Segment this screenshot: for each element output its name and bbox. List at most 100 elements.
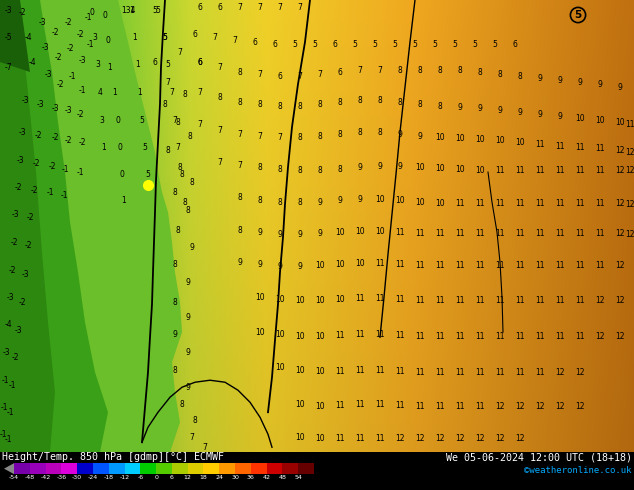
Text: 10: 10 [275,330,285,339]
Text: 8: 8 [418,99,422,109]
Text: 12: 12 [615,229,624,238]
Text: 7: 7 [257,70,262,78]
Text: -3: -3 [36,99,44,109]
Text: 12: 12 [535,402,545,411]
Text: 5: 5 [313,40,318,49]
Text: 8: 8 [437,66,443,74]
Text: 8: 8 [458,66,462,74]
Text: 6: 6 [273,40,278,49]
Text: 11: 11 [455,261,465,270]
Text: 24: 24 [216,475,223,480]
Text: 7: 7 [217,125,223,135]
Text: 10: 10 [595,116,605,124]
Text: -1: -1 [8,381,16,390]
Text: 11: 11 [375,330,385,339]
Text: 8: 8 [418,66,422,74]
Text: 7: 7 [278,2,282,11]
Text: 6: 6 [198,57,202,67]
Text: 11: 11 [535,229,545,238]
Text: 7: 7 [378,66,382,74]
Text: 8: 8 [358,127,363,137]
Text: 11: 11 [555,295,565,305]
Text: 11: 11 [476,332,485,341]
Text: 11: 11 [495,332,505,341]
Text: 5: 5 [574,10,581,20]
Text: 10: 10 [575,114,585,122]
Text: 8: 8 [183,197,188,207]
Text: 3: 3 [96,60,100,69]
Text: 5: 5 [472,40,477,49]
Text: 11: 11 [515,198,525,208]
Text: 11: 11 [476,402,485,411]
Text: -2: -2 [48,162,56,171]
Text: 9: 9 [557,75,562,85]
Text: -4: -4 [24,32,32,42]
Bar [172,463,188,474]
Text: 5: 5 [162,32,167,42]
Text: 1: 1 [113,88,117,97]
Bar [61,463,77,474]
Bar [77,463,93,474]
Text: 11: 11 [375,366,385,375]
Text: 11: 11 [495,166,505,174]
Text: 11: 11 [335,331,345,340]
Text: 5: 5 [165,60,171,69]
Text: 8: 8 [238,98,242,106]
Text: -1: -1 [78,86,86,95]
Text: 8: 8 [172,366,178,375]
Text: 54: 54 [294,475,302,480]
Text: 6: 6 [337,68,342,76]
Text: 10: 10 [256,293,265,302]
Text: 0: 0 [120,170,124,178]
Text: 11: 11 [476,229,485,238]
Text: 12: 12 [625,199,634,209]
Text: 7: 7 [233,35,238,45]
Text: 7: 7 [297,2,302,11]
Text: 12: 12 [625,147,634,157]
Bar [124,463,140,474]
Text: 11: 11 [436,402,444,411]
Text: 10: 10 [375,195,385,204]
Text: -2: -2 [51,27,59,37]
Text: 7: 7 [169,88,174,97]
Text: 11: 11 [375,294,385,303]
Text: 11: 11 [515,166,525,174]
Bar [251,463,267,474]
Text: 5: 5 [353,40,358,49]
Text: -1: -1 [0,430,7,439]
Text: 10: 10 [435,133,445,142]
Text: 1: 1 [129,5,134,15]
Text: -2: -2 [64,136,72,145]
Text: -42: -42 [41,475,51,480]
Text: 11: 11 [415,402,425,411]
Text: -2: -2 [30,186,38,195]
Text: -1: -1 [61,165,68,173]
Text: ©weatheronline.co.uk: ©weatheronline.co.uk [524,466,632,475]
Text: 12: 12 [615,146,624,154]
Text: 12: 12 [436,434,444,443]
Text: 11: 11 [355,330,365,339]
Text: 8: 8 [378,127,382,137]
Text: 11: 11 [415,368,425,377]
Text: -3: -3 [21,270,29,279]
Text: 10: 10 [395,196,405,205]
Text: -2: -2 [14,183,22,192]
Text: 11: 11 [555,142,565,150]
Text: -2: -2 [51,133,59,142]
Bar [14,463,30,474]
Text: 10: 10 [476,166,485,174]
Text: 10: 10 [415,197,425,207]
Text: 9: 9 [186,278,190,287]
Text: 8: 8 [297,133,302,142]
Text: 5: 5 [162,32,167,42]
Text: 8: 8 [172,298,178,307]
Text: 8: 8 [163,99,167,109]
Text: 9: 9 [458,102,462,112]
Text: 11: 11 [335,401,345,410]
Text: 11: 11 [555,166,565,174]
Polygon shape [4,463,14,474]
Text: 8: 8 [318,166,322,174]
Text: -3: -3 [51,103,59,113]
Text: 8: 8 [278,165,282,173]
Text: 0: 0 [89,7,94,17]
